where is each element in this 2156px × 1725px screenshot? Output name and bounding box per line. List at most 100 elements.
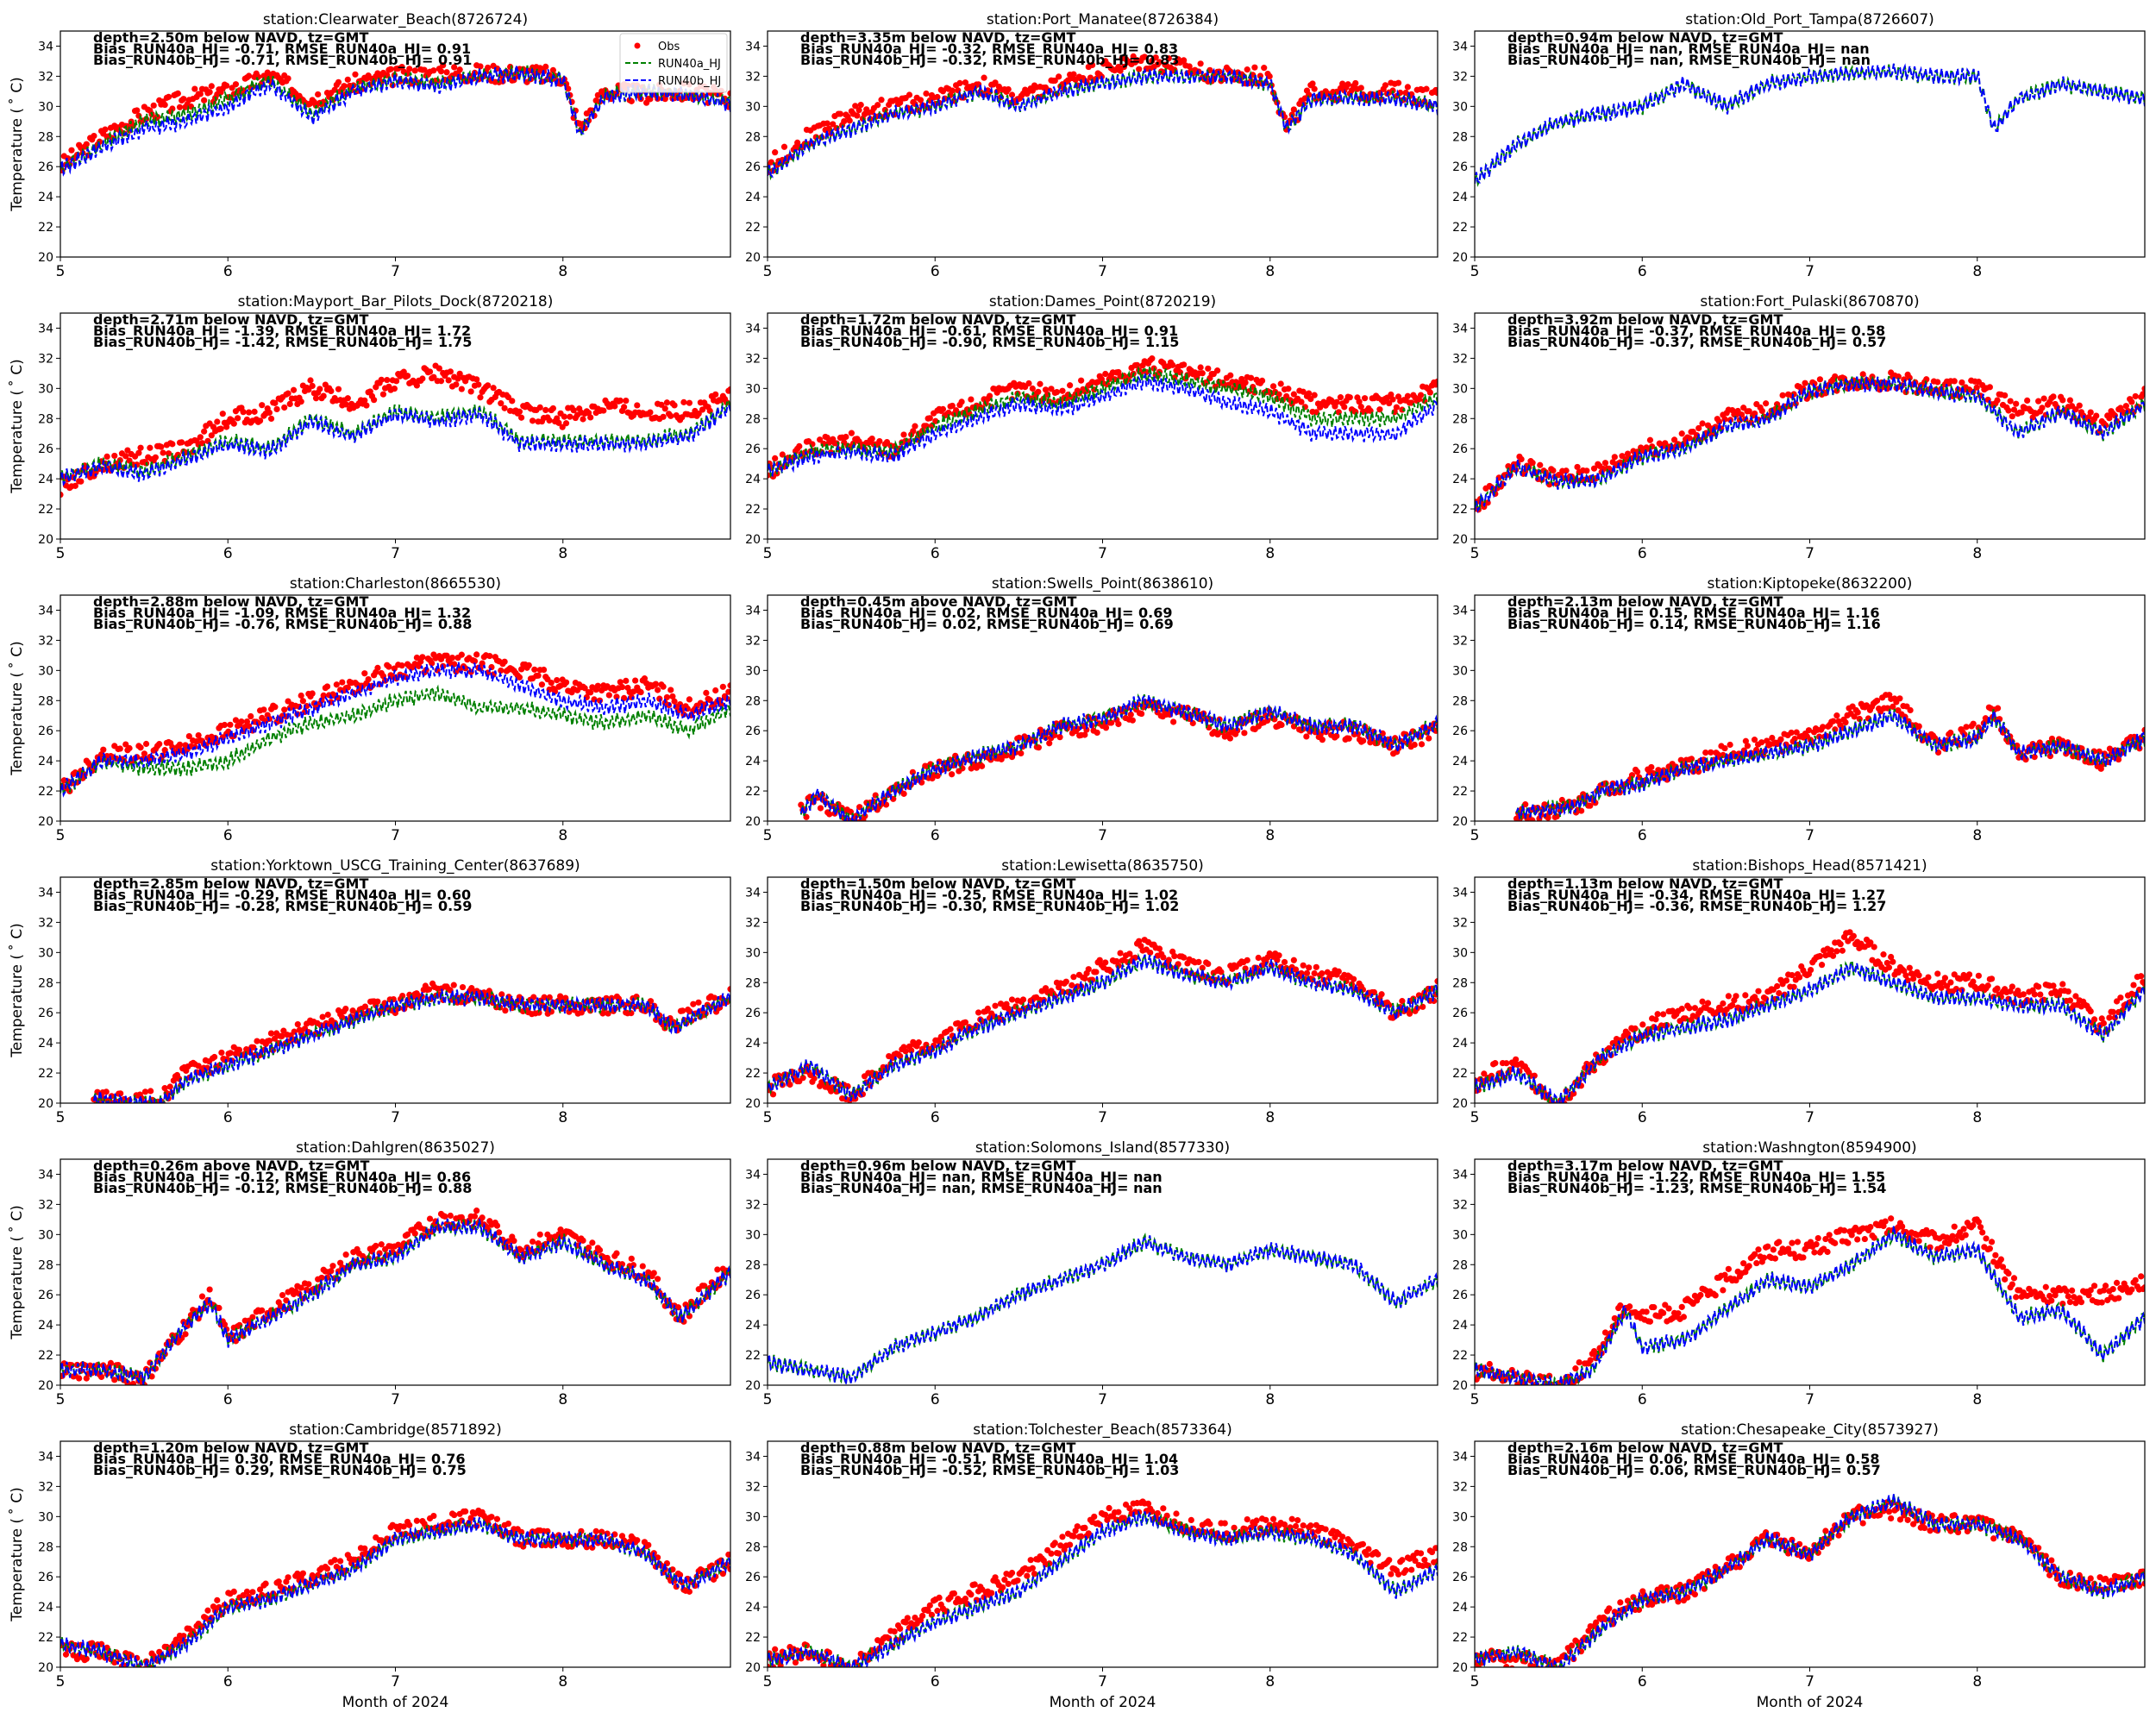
obs-point [128, 1104, 134, 1110]
obs-point [1120, 63, 1127, 71]
x-tick-label: 8 [1972, 1391, 1982, 1408]
obs-point [714, 1266, 721, 1273]
y-tick-label: 22 [38, 221, 53, 235]
obs-point [479, 1214, 486, 1221]
stats-annotation: Bias_RUN40a_HJ= -0.71, RMSE_RUN40a_HJ= 0… [93, 41, 471, 57]
obs-point [690, 1000, 697, 1007]
y-tick-label: 26 [1452, 160, 1468, 174]
axes-frame [1474, 876, 2146, 1104]
stats-annotation: depth=2.13m below NAVD, tz=GMT [1507, 593, 1783, 610]
obs-point [1434, 978, 1438, 985]
stats-annotation: Bias_RUN40b_HJ= -0.36, RMSE_RUN40b_HJ= 1… [1507, 898, 1886, 914]
obs-point [1306, 91, 1313, 98]
obs-point [176, 104, 184, 110]
obs-point [671, 402, 678, 409]
obs-point [111, 1377, 118, 1383]
axes-frame [767, 312, 1438, 540]
obs-point [557, 993, 564, 1000]
obs-point [1244, 66, 1250, 73]
y-tick-label: 30 [745, 1228, 761, 1242]
stats-annotation: depth=2.50m below NAVD, tz=GMT [93, 29, 368, 46]
obs-point [1832, 726, 1839, 733]
obs-point [2106, 415, 2113, 422]
x-tick-label: 6 [223, 1109, 233, 1126]
obs-point [562, 420, 570, 427]
obs-point [1830, 718, 1837, 724]
obs-point [1934, 379, 1941, 386]
y-tick-label: 34 [1452, 886, 1468, 900]
obs-point [986, 392, 993, 399]
obs-point [671, 698, 678, 705]
obs-point [363, 402, 370, 409]
plot-area [768, 1233, 1438, 1385]
obs-point [1393, 404, 1400, 411]
y-tick-label: 32 [38, 634, 53, 648]
obs-point [1048, 386, 1055, 392]
obs-point [2031, 754, 2038, 761]
y-tick-label: 28 [1452, 130, 1468, 144]
obs-point [2106, 1014, 2113, 1021]
y-tick-label: 28 [745, 694, 761, 708]
y-tick-label: 30 [1452, 1228, 1468, 1242]
y-tick-label: 24 [1452, 755, 1468, 768]
obs-point [235, 415, 241, 422]
obs-point [1242, 380, 1249, 386]
obs-point [2022, 756, 2029, 763]
obs-point [1205, 365, 1212, 372]
obs-point [1986, 384, 1993, 391]
obs-point [1311, 969, 1318, 977]
obs-point [91, 132, 97, 140]
obs-point [185, 732, 192, 740]
x-tick-label: 7 [391, 545, 400, 562]
y-tick-label: 32 [1452, 1198, 1468, 1212]
y-tick-label: 24 [745, 755, 761, 768]
obs-point [1070, 71, 1077, 78]
obs-point [1839, 947, 1846, 954]
obs-point [727, 386, 730, 393]
obs-point [712, 391, 719, 398]
obs-point [727, 986, 730, 993]
obs-point [1319, 970, 1326, 977]
y-tick-label: 20 [38, 251, 53, 265]
stats-annotation: depth=0.94m below NAVD, tz=GMT [1507, 29, 1783, 46]
obs-point [1333, 398, 1340, 405]
obs-point [191, 85, 198, 92]
x-tick-label: 6 [931, 545, 940, 562]
obs-point [1290, 957, 1297, 963]
obs-point [1341, 404, 1348, 411]
stats-annotation: Bias_RUN40a_HJ= -0.29, RMSE_RUN40a_HJ= 0… [93, 887, 471, 903]
obs-point [1846, 929, 1853, 936]
obs-point [442, 1213, 448, 1220]
x-tick-label: 5 [56, 827, 66, 844]
obs-point [660, 683, 667, 690]
obs-point [984, 1005, 991, 1013]
obs-point [581, 685, 588, 692]
obs-point [1675, 1310, 1682, 1317]
obs-point [1115, 720, 1122, 728]
obs-point [1126, 950, 1133, 957]
obs-point [1816, 376, 1824, 383]
obs-point [516, 674, 523, 681]
x-tick-label: 6 [223, 1391, 233, 1408]
y-tick-label: 28 [745, 976, 761, 990]
y-tick-label: 20 [745, 533, 761, 547]
obs-point [1994, 985, 2001, 992]
y-tick-label: 24 [745, 191, 761, 204]
run40b-line [60, 1217, 730, 1385]
obs-point [1337, 394, 1344, 401]
subplot: station:Bishops_Head(8571421)20222426283… [1452, 857, 2146, 1126]
obs-point [868, 435, 875, 442]
y-tick-label: 30 [745, 100, 761, 114]
obs-point [1423, 85, 1430, 92]
obs-point [398, 662, 405, 669]
obs-point [1283, 392, 1290, 400]
obs-point [936, 1038, 943, 1045]
obs-point [2050, 982, 2057, 989]
stats-annotation: Bias_RUN40a_HJ= nan, RMSE_RUN40a_HJ= nan [1507, 41, 1870, 57]
y-tick-label: 26 [38, 724, 53, 738]
obs-point [219, 411, 226, 417]
y-tick-label: 20 [1452, 533, 1468, 547]
obs-point [908, 1047, 915, 1054]
obs-point [647, 409, 654, 416]
obs-point [437, 68, 445, 75]
